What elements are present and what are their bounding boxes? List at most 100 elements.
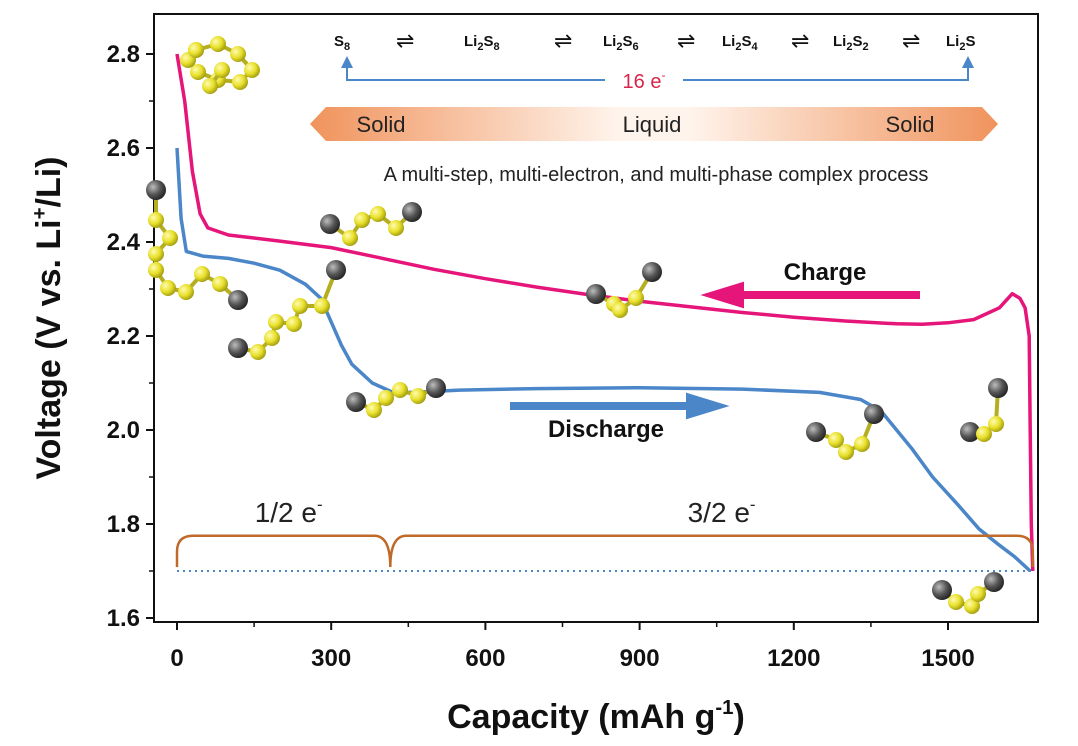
sulfur-atom — [212, 276, 228, 292]
polysulfide-molecule — [932, 572, 1004, 614]
sulfur-atom — [286, 316, 302, 332]
sulfur-atom — [988, 416, 1004, 432]
lithium-atom — [960, 422, 980, 442]
electron-arrow-head-left — [341, 56, 353, 68]
plot-frame — [153, 13, 1039, 623]
lithium-atom — [346, 392, 366, 412]
lithium-atom — [806, 422, 826, 442]
lithium-atom — [988, 378, 1008, 398]
stage-label-half-electron: 1/2 e- — [255, 495, 323, 528]
y-tick-label: 1.6 — [107, 605, 140, 632]
charge-arrow — [700, 281, 920, 309]
y-tick-label: 2.8 — [107, 41, 140, 68]
species-li2s: Li2S — [946, 33, 975, 53]
lithium-atom — [146, 180, 166, 200]
sulfur-atom — [250, 344, 266, 360]
sulfur-atom — [210, 36, 226, 52]
y-axis-title: Voltage (V vs. Li+/Li) — [29, 156, 68, 479]
equilibrium-arrow: ⇌ — [677, 29, 695, 54]
species-li2s4: Li2S4 — [722, 33, 758, 53]
equilibrium-arrow: ⇌ — [554, 29, 572, 54]
x-tick-label: 300 — [311, 645, 351, 672]
sulfur-atom — [354, 212, 370, 228]
polysulfide-molecule — [320, 202, 422, 246]
sulfur-atom — [194, 266, 210, 282]
lithium-atom — [402, 202, 422, 222]
polysulfide-molecule — [202, 62, 230, 94]
molecule-illustrations — [146, 36, 1008, 614]
lithium-atom — [586, 284, 606, 304]
y-tick-label: 1.8 — [107, 511, 140, 538]
x-tick-label: 0 — [170, 645, 183, 672]
phase-label-solid-right: Solid — [886, 112, 935, 137]
sulfur-atom — [342, 230, 358, 246]
sulfur-atom — [148, 262, 164, 278]
y-tick-label: 2.6 — [107, 135, 140, 162]
x-tick-label: 1500 — [921, 645, 974, 672]
sulfur-atom — [828, 432, 844, 448]
sulfur-atom — [230, 46, 246, 62]
lithium-atom — [426, 378, 446, 398]
x-axis-ticks: 0 300 600 900 1200 1500 — [170, 622, 975, 672]
sulfur-atom — [410, 388, 426, 404]
x-tick-label: 900 — [620, 645, 660, 672]
lithium-atom — [642, 262, 662, 282]
species-li2s6: Li2S6 — [603, 33, 639, 53]
lithium-atom — [326, 260, 346, 280]
process-caption: A multi-step, multi-electron, and multi-… — [384, 164, 929, 186]
electron-arrow-head-right — [962, 56, 974, 68]
polysulfide-molecule — [228, 260, 346, 360]
y-axis-ticks: 1.6 1.8 2.0 2.2 2.4 2.6 2.8 — [107, 41, 154, 632]
electron-stage-brace — [175, 534, 1035, 568]
sulfur-atom — [232, 74, 248, 90]
charge-label: Charge — [784, 259, 867, 286]
sulfur-atom — [162, 230, 178, 246]
phase-bar — [310, 107, 998, 141]
sulfur-atom — [370, 206, 386, 222]
sulfur-atom — [314, 298, 330, 314]
sulfur-atom — [948, 594, 964, 610]
sulfur-atom — [838, 444, 854, 460]
sulfur-atom — [268, 314, 284, 330]
sulfur-atom — [264, 330, 280, 346]
sulfur-atom — [388, 220, 404, 236]
discharge-label: Discharge — [548, 416, 664, 443]
stage-label-three-half-electron: 3/2 e- — [688, 495, 756, 528]
lithium-atom — [932, 580, 952, 600]
y-tick-label: 2.0 — [107, 417, 140, 444]
polysulfide-molecule — [960, 378, 1008, 442]
equilibrium-arrow: ⇌ — [791, 29, 809, 54]
lithium-atom — [864, 404, 884, 424]
x-tick-label: 1200 — [767, 645, 820, 672]
electron-count: 16 e- — [623, 68, 666, 93]
polysulfide-molecule — [146, 180, 248, 310]
sulfur-atom — [970, 586, 986, 602]
sulfur-atom — [244, 62, 260, 78]
x-tick-label: 600 — [465, 645, 505, 672]
species-s8: S8 — [334, 33, 350, 53]
sulfur-atom — [202, 78, 218, 94]
polysulfide-molecule — [346, 378, 446, 418]
sulfur-atom — [378, 390, 394, 406]
sulfur-atom — [976, 426, 992, 442]
sulfur-atom — [148, 246, 164, 262]
sulfur-atom — [160, 280, 176, 296]
polysulfide-molecule — [180, 36, 260, 90]
polysulfide-molecule — [806, 404, 884, 460]
equilibrium-arrow: ⇌ — [396, 29, 414, 54]
equilibrium-arrow: ⇌ — [902, 29, 920, 54]
x-axis-title: Capacity (mAh g-1) — [447, 697, 745, 736]
sulfur-atom — [178, 284, 194, 300]
lithium-atom — [984, 572, 1004, 592]
sulfur-atom — [148, 212, 164, 228]
species-li2s8: Li2S8 — [464, 33, 500, 53]
sulfur-atom — [854, 436, 870, 452]
sulfur-atom — [188, 42, 204, 58]
sulfur-atom — [612, 302, 628, 318]
phase-label-solid-left: Solid — [357, 112, 406, 137]
polysulfide-molecule — [586, 262, 662, 318]
y-tick-label: 2.2 — [107, 323, 140, 350]
species-li2s2: Li2S2 — [833, 33, 869, 53]
reaction-scheme: S8 ⇌ Li2S8 ⇌ Li2S6 ⇌ Li2S4 ⇌ Li2S2 ⇌ Li2… — [310, 29, 998, 186]
